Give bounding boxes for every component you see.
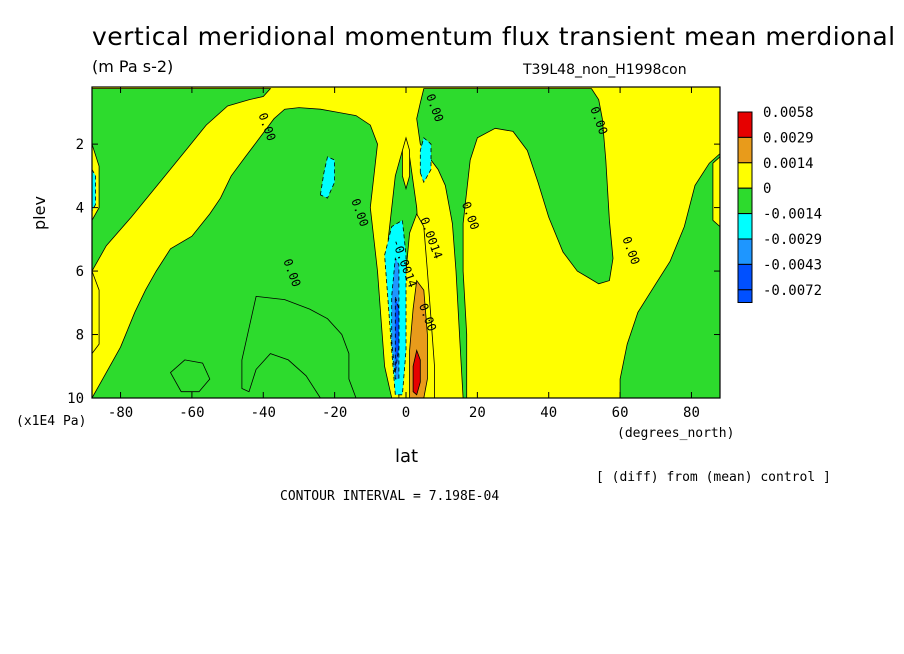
x-tick-label: 60 bbox=[612, 405, 629, 421]
contour-regions bbox=[92, 88, 720, 398]
colorbar-swatch bbox=[737, 187, 753, 215]
contour-region bbox=[394, 296, 400, 373]
colorbar-label: 0.0029 bbox=[763, 130, 814, 146]
contour-interval: CONTOUR INTERVAL = 7.198E-04 bbox=[280, 489, 500, 504]
chart-units: (m Pa s-2) bbox=[92, 57, 174, 76]
x-tick-label: 40 bbox=[540, 405, 557, 421]
colorbar-label: -0.0029 bbox=[763, 232, 822, 248]
colorbar-swatch bbox=[737, 136, 753, 164]
colorbar-label: -0.0072 bbox=[763, 283, 822, 299]
contour-region bbox=[419, 137, 432, 184]
y-axis-units: (x1E4 Pa) bbox=[16, 414, 87, 429]
contour-region bbox=[416, 88, 614, 398]
contour-region bbox=[241, 295, 357, 398]
colorbar-swatch bbox=[737, 162, 753, 189]
y-tick-label: 4 bbox=[76, 201, 84, 217]
colorbar-swatch bbox=[737, 263, 753, 291]
contour-region bbox=[169, 359, 211, 393]
x-tick-label: 0 bbox=[402, 405, 410, 421]
chart-title: vertical meridional momentum flux transi… bbox=[92, 22, 896, 51]
colorbar-swatch bbox=[737, 213, 753, 240]
colorbar-swatch bbox=[737, 238, 753, 265]
contour-region bbox=[619, 153, 720, 398]
run-label: T39L48_non_H1998con bbox=[523, 62, 687, 78]
colorbar-label: 0.0014 bbox=[763, 156, 814, 172]
colorbar-swatch bbox=[737, 111, 753, 138]
contour-region bbox=[92, 88, 272, 272]
colorbar-label: 0 bbox=[763, 181, 771, 197]
x-tick-label: 80 bbox=[683, 405, 700, 421]
x-tick-label: -80 bbox=[108, 405, 133, 421]
contour-region bbox=[319, 156, 336, 199]
contour-region bbox=[712, 156, 720, 228]
y-tick-label: 2 bbox=[76, 137, 84, 153]
y-tick-label: 6 bbox=[76, 264, 84, 280]
contour-region bbox=[401, 136, 411, 191]
y-tick-label: 8 bbox=[76, 328, 84, 344]
contour-region bbox=[412, 349, 421, 396]
x-tick-label: -60 bbox=[179, 405, 204, 421]
colorbar-label: -0.0014 bbox=[763, 207, 822, 223]
x-tick-label: -20 bbox=[322, 405, 347, 421]
x-axis-units: (degrees_north) bbox=[617, 426, 735, 441]
x-tick-label: 20 bbox=[469, 405, 486, 421]
diff-note: [ (diff) from (mean) control ] bbox=[596, 470, 831, 485]
colorbar-label: -0.0043 bbox=[763, 257, 822, 273]
colorbar-swatch bbox=[737, 289, 753, 303]
x-tick-label: -40 bbox=[251, 405, 276, 421]
y-tick-label: 10 bbox=[67, 391, 84, 407]
colorbar-label: 0.0058 bbox=[763, 105, 814, 121]
contour-region bbox=[92, 270, 100, 355]
contour-region bbox=[92, 168, 96, 212]
x-axis-label: lat bbox=[395, 446, 419, 467]
